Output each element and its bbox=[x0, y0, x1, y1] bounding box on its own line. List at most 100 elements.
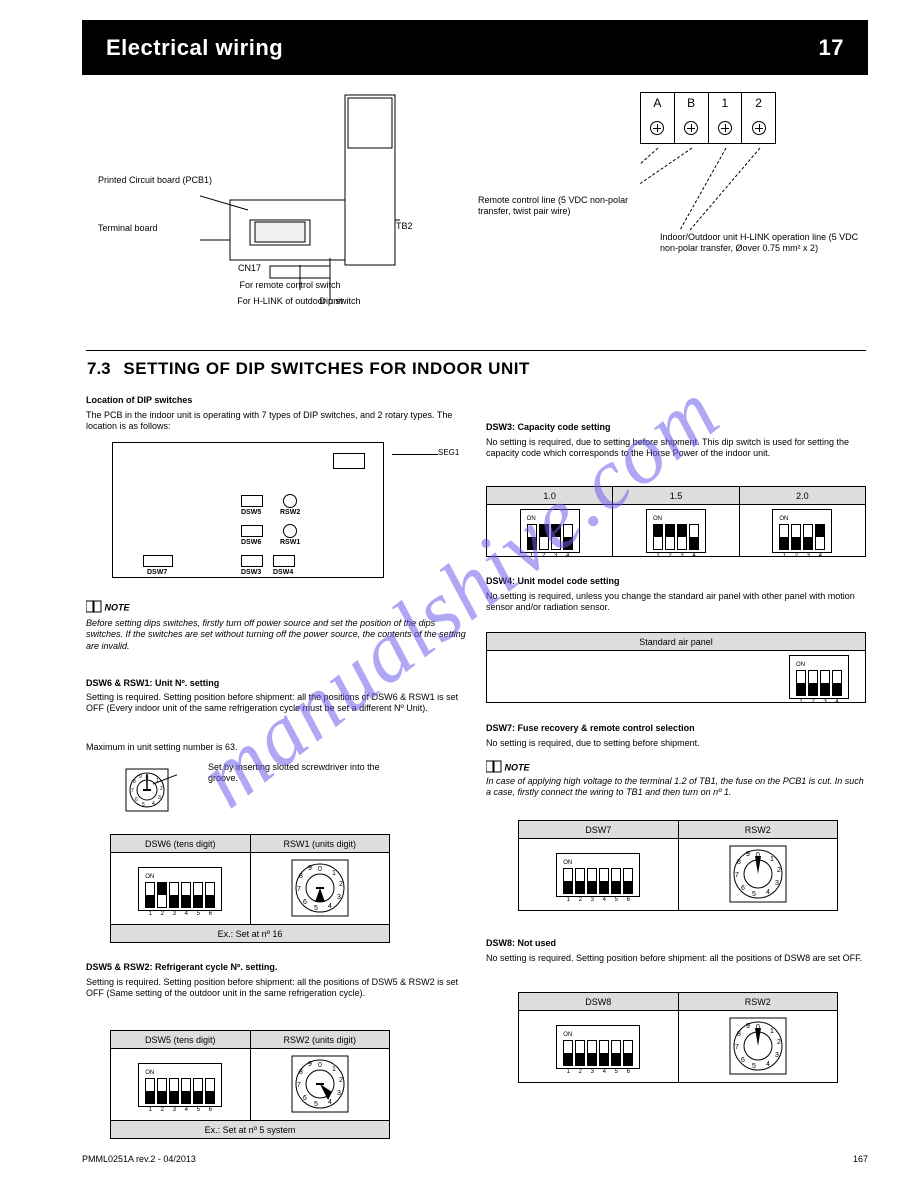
dsw7-note-body: In case of applying high voltage to the … bbox=[486, 776, 866, 799]
svg-text:8: 8 bbox=[737, 1031, 741, 1038]
rsw1-box bbox=[283, 524, 297, 538]
svg-text:6: 6 bbox=[303, 899, 307, 906]
dsw5-example: Ex.: Set at nº 5 system bbox=[111, 1121, 390, 1139]
rsw2-box bbox=[283, 494, 297, 508]
svg-text:0: 0 bbox=[146, 775, 149, 781]
svg-text:8: 8 bbox=[299, 873, 303, 880]
tb2-head-b: B bbox=[675, 93, 709, 113]
dsw3-table: 1.0 1.5 2.0 ON 1 2 3 4 ON 1 2 3 bbox=[486, 486, 866, 557]
seg1-callout bbox=[392, 454, 438, 455]
label-for-hlink: For H-LINK of outdoor unit bbox=[235, 296, 345, 307]
svg-text:5: 5 bbox=[314, 905, 318, 912]
svg-text:3: 3 bbox=[775, 880, 779, 887]
dsw4-dip: ON 1 2 3 4 bbox=[789, 655, 849, 699]
header-page-number: 17 bbox=[819, 35, 844, 61]
svg-text:2: 2 bbox=[777, 867, 781, 874]
svg-text:0: 0 bbox=[318, 1062, 322, 1069]
svg-text:7: 7 bbox=[131, 788, 134, 794]
dsw7-note-header: NOTE bbox=[505, 763, 530, 773]
svg-text:7: 7 bbox=[735, 1044, 739, 1051]
label-cn17: CN17 bbox=[238, 263, 261, 274]
dsw7-th2: RSW2 bbox=[678, 821, 838, 839]
tb2-head-2: 2 bbox=[742, 93, 775, 113]
dsw7-dip: ON 1 2 3 4 5 6 bbox=[556, 853, 640, 897]
dsw3-dip-20: ON 1 2 3 4 bbox=[772, 509, 832, 553]
dsw4-body: No setting is required, unless you chang… bbox=[486, 591, 866, 614]
svg-text:9: 9 bbox=[746, 1023, 750, 1030]
dsw6-box bbox=[241, 525, 263, 537]
tb2-remote-line-text: Remote control line (5 VDC non-polar tra… bbox=[478, 195, 658, 218]
dsw7-box bbox=[143, 555, 173, 567]
dsw3-box bbox=[241, 555, 263, 567]
dsw4-table: Standard air panel ON 1 2 3 4 bbox=[486, 632, 866, 703]
dsw8-table: DSW8 RSW2 ON 1 2 3 4 5 6 bbox=[518, 992, 838, 1083]
indoor-unit-sketch bbox=[200, 90, 400, 300]
dsw5-table: DSW5 (tens digit) RSW2 (units digit) ON … bbox=[110, 1030, 390, 1139]
svg-text:4: 4 bbox=[328, 903, 332, 910]
svg-text:7: 7 bbox=[735, 872, 739, 879]
dsw7-th1: DSW7 bbox=[519, 821, 679, 839]
svg-text:8: 8 bbox=[737, 859, 741, 866]
svg-text:7: 7 bbox=[297, 886, 301, 893]
note-header: NOTE bbox=[105, 603, 130, 613]
svg-text:9: 9 bbox=[308, 1061, 312, 1068]
svg-text:4: 4 bbox=[766, 1061, 770, 1068]
dsw3-h2: 1.5 bbox=[613, 487, 739, 505]
dsw4-box bbox=[273, 555, 295, 567]
uloc-title: Location of DIP switches bbox=[86, 395, 192, 406]
svg-text:6: 6 bbox=[135, 797, 138, 803]
footer-left: PMML0251A rev.2 - 04/2013 bbox=[82, 1154, 196, 1164]
dsw3-h1: 1.0 bbox=[487, 487, 613, 505]
dsw7-body: No setting is required, due to setting b… bbox=[486, 738, 866, 749]
label-terminal-board: Terminal board bbox=[98, 223, 158, 234]
dsw3-h3: 2.0 bbox=[739, 487, 865, 505]
svg-text:6: 6 bbox=[741, 1057, 745, 1064]
svg-text:1: 1 bbox=[770, 856, 774, 863]
section-title: SETTING OF DIP SWITCHES FOR INDOOR UNIT bbox=[123, 359, 529, 378]
dsw8-dip: ON 1 2 3 4 5 6 bbox=[556, 1025, 640, 1069]
svg-text:5: 5 bbox=[752, 891, 756, 898]
seg1-label: SEG1 bbox=[438, 448, 459, 458]
tb2-hlink-line-text: Indoor/Outdoor unit H-LINK operation lin… bbox=[660, 232, 870, 255]
label-for-remote: For remote control switch bbox=[235, 280, 345, 291]
notebook-icon bbox=[86, 600, 102, 616]
svg-text:0: 0 bbox=[756, 1024, 760, 1031]
dsw6-body: Setting is required. Setting position be… bbox=[86, 692, 466, 715]
svg-text:5: 5 bbox=[752, 1063, 756, 1070]
header-title: Electrical wiring bbox=[106, 35, 283, 61]
section-heading: 7.3 SETTING OF DIP SWITCHES FOR INDOOR U… bbox=[87, 359, 867, 379]
dsw8-th1: DSW8 bbox=[519, 993, 679, 1011]
svg-text:3: 3 bbox=[337, 894, 341, 901]
svg-text:6: 6 bbox=[303, 1095, 307, 1102]
svg-text:0: 0 bbox=[318, 866, 322, 873]
label-pcb1: Printed Circuit board (PCB1) bbox=[98, 175, 212, 186]
section-divider bbox=[86, 350, 866, 351]
dsw6-table: DSW6 (tens digit) RSW1 (units digit) ON … bbox=[110, 834, 390, 943]
rsw2-dial: 0 1 2 3 4 5 6 7 8 9 bbox=[290, 1054, 350, 1114]
svg-text:8: 8 bbox=[299, 1069, 303, 1076]
tb2-screw bbox=[650, 121, 664, 135]
dsw5-th2: RSW2 (units digit) bbox=[250, 1031, 390, 1049]
footer-right: 167 bbox=[853, 1154, 868, 1164]
dsw5-body: Setting is required. Setting position be… bbox=[86, 977, 466, 1000]
dsw4-title: DSW4: Unit model code setting bbox=[486, 576, 620, 587]
uloc-body: The PCB in the indoor unit is operating … bbox=[86, 410, 466, 433]
page-footer: PMML0251A rev.2 - 04/2013 167 bbox=[82, 1154, 868, 1164]
svg-text:5: 5 bbox=[314, 1101, 318, 1108]
dsw5-box bbox=[241, 495, 263, 507]
pcb-layout-box: DSW5 RSW2 DSW6 RSW1 DSW7 DSW3 DSW4 bbox=[112, 442, 384, 578]
svg-text:1: 1 bbox=[332, 870, 336, 877]
tb2-screw bbox=[684, 121, 698, 135]
dsw8-body: No setting is required. Setting position… bbox=[486, 953, 866, 964]
dsw6-title: DSW6 & RSW1: Unit Nº. setting bbox=[86, 678, 219, 689]
dsw6-th2: RSW1 (units digit) bbox=[250, 835, 390, 853]
dsw3-body: No setting is required, due to setting b… bbox=[486, 437, 866, 460]
svg-text:5: 5 bbox=[142, 802, 145, 808]
dsw7-rotary: 0 1 2 3 4 5 6 7 8 9 bbox=[728, 844, 788, 904]
svg-text:1: 1 bbox=[332, 1066, 336, 1073]
dsw3-title: DSW3: Capacity code setting bbox=[486, 422, 611, 433]
svg-text:1: 1 bbox=[770, 1028, 774, 1035]
svg-text:0: 0 bbox=[756, 852, 760, 859]
svg-text:2: 2 bbox=[160, 786, 163, 792]
dsw6-example: Ex.: Set at nº 16 bbox=[111, 925, 390, 943]
